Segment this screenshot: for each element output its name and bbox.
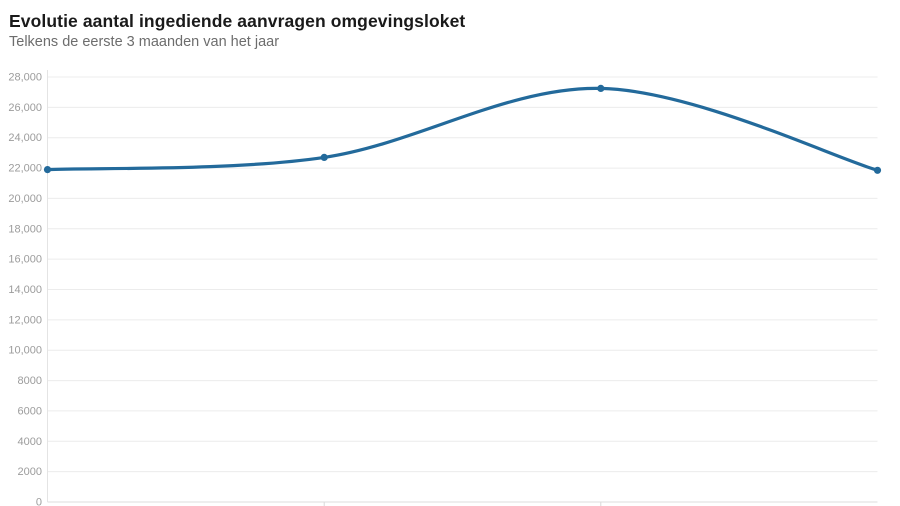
chart-header: Evolutie aantal ingediende aanvragen omg… (9, 11, 465, 50)
y-axis-tick-label: 28,000 (8, 72, 42, 84)
y-axis-tick-label: 6000 (18, 405, 42, 417)
y-axis-tick-label: 8000 (18, 375, 42, 387)
chart-subtitle: Telkens de eerste 3 maanden van het jaar (9, 34, 280, 50)
y-axis-tick-label: 12,000 (8, 314, 42, 326)
y-axis-tick-label: 10,000 (8, 345, 42, 357)
y-axis-tick-label: 2000 (18, 466, 42, 478)
chart-title: Evolutie aantal ingediende aanvragen omg… (9, 11, 466, 31)
y-axis-tick-label: 16,000 (8, 254, 42, 266)
y-axis-tick-label: 4000 (18, 436, 42, 448)
y-axis-tick-label: 24,000 (8, 132, 42, 144)
data-point-marker[interactable] (597, 84, 605, 92)
y-axis-tick-label: 22,000 (8, 163, 42, 175)
data-point-marker[interactable] (320, 153, 328, 161)
data-point-marker[interactable] (873, 166, 882, 174)
series-line (45, 86, 880, 172)
data-point-marker[interactable] (43, 166, 52, 174)
y-axis-tick-label: 18,000 (8, 223, 42, 235)
y-axis-tick-label: 14,000 (8, 284, 42, 296)
y-axis-tick-label: 26,000 (8, 102, 42, 114)
y-axis-tick-label: 20,000 (8, 193, 42, 205)
y-axis-tick-label: 0 (36, 497, 42, 506)
